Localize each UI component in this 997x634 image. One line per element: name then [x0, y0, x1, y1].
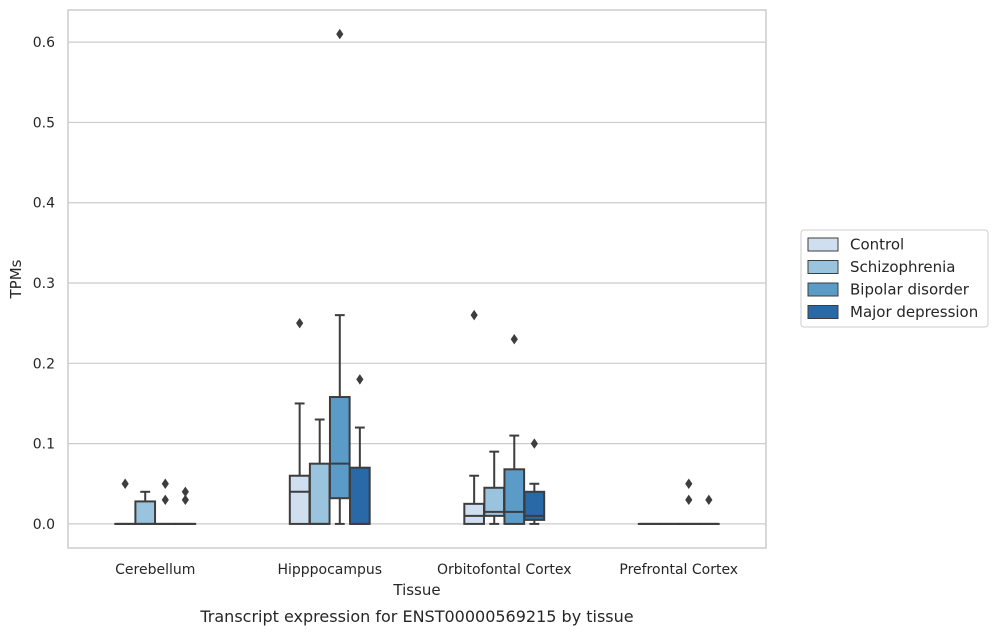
legend-item: Control [807, 236, 904, 254]
y-tick-label: 0.0 [33, 517, 55, 533]
box [328, 396, 351, 500]
outlier-point [296, 317, 304, 329]
y-tick-label: 0.3 [33, 276, 55, 292]
outlier-point [181, 494, 189, 506]
legend-label: Control [850, 236, 904, 254]
outlier-point [510, 334, 518, 345]
outlier-point [685, 478, 693, 489]
outlier-point [161, 494, 169, 506]
box-group [483, 450, 506, 525]
box-group [698, 494, 720, 525]
legend: Control Schizophrenia Bipolar disorder Majo… [800, 229, 989, 328]
box-group [114, 478, 136, 525]
plot-area-frame [67, 9, 767, 549]
grid-lines [68, 41, 766, 525]
outlier-point [161, 478, 169, 489]
box-group [308, 418, 331, 525]
box-group [328, 28, 351, 525]
x-tick-label: Prefrontal Cortex [619, 562, 738, 578]
box-group [503, 334, 526, 525]
y-axis-label: TPMs [7, 259, 25, 299]
x-axis-label: Tissue [392, 581, 440, 599]
legend-item: Major depression [807, 303, 978, 321]
box-group [174, 486, 197, 525]
legend-swatch [807, 260, 839, 274]
legend-swatch [807, 282, 839, 297]
box-group [463, 309, 485, 525]
legend-label: Bipolar disorder [850, 281, 970, 299]
box-group [288, 317, 311, 525]
outlier-point [356, 374, 364, 385]
x-tick-label: Cerebellum [115, 562, 195, 578]
box-group [154, 478, 177, 525]
chart-caption: Transcript expression for ENST0000056921… [199, 607, 633, 626]
box [503, 468, 526, 525]
box-group [677, 478, 700, 525]
box [523, 490, 546, 521]
legend-swatch [807, 305, 839, 319]
x-axis-ticks: Cerebellum Hipppocampus Orbitofontal Corte… [115, 562, 738, 578]
box [463, 502, 485, 525]
box-group [349, 374, 371, 525]
outlier-point [530, 438, 538, 449]
y-tick-label: 0.2 [33, 356, 55, 372]
outlier-point [705, 494, 713, 506]
box [288, 474, 311, 525]
outlier-point [336, 28, 344, 40]
y-axis-ticks: 0.0 0.1 0.2 0.3 0.4 0.5 0.6 [33, 35, 55, 533]
legend-item: Bipolar disorder [807, 281, 970, 299]
box [308, 462, 331, 525]
y-tick-label: 0.4 [33, 196, 55, 212]
x-tick-label: Orbitofontal Cortex [437, 562, 572, 578]
legend-label: Major depression [850, 303, 978, 321]
y-tick-label: 0.1 [33, 437, 55, 453]
legend-item: Schizophrenia [807, 258, 955, 276]
box-marks [114, 28, 720, 525]
box [134, 500, 157, 525]
outlier-point [181, 486, 189, 497]
box [349, 466, 371, 525]
legend-label: Schizophrenia [850, 258, 955, 276]
legend-swatch [807, 237, 839, 252]
outlier-point [121, 478, 129, 489]
box-group [134, 490, 157, 525]
y-tick-label: 0.6 [33, 35, 55, 51]
outlier-point [470, 309, 478, 321]
legend-frame [800, 229, 989, 328]
outlier-point [685, 494, 693, 506]
box-group [523, 438, 546, 525]
x-tick-label: Hipppocampus [277, 562, 382, 578]
y-tick-label: 0.5 [33, 115, 55, 131]
